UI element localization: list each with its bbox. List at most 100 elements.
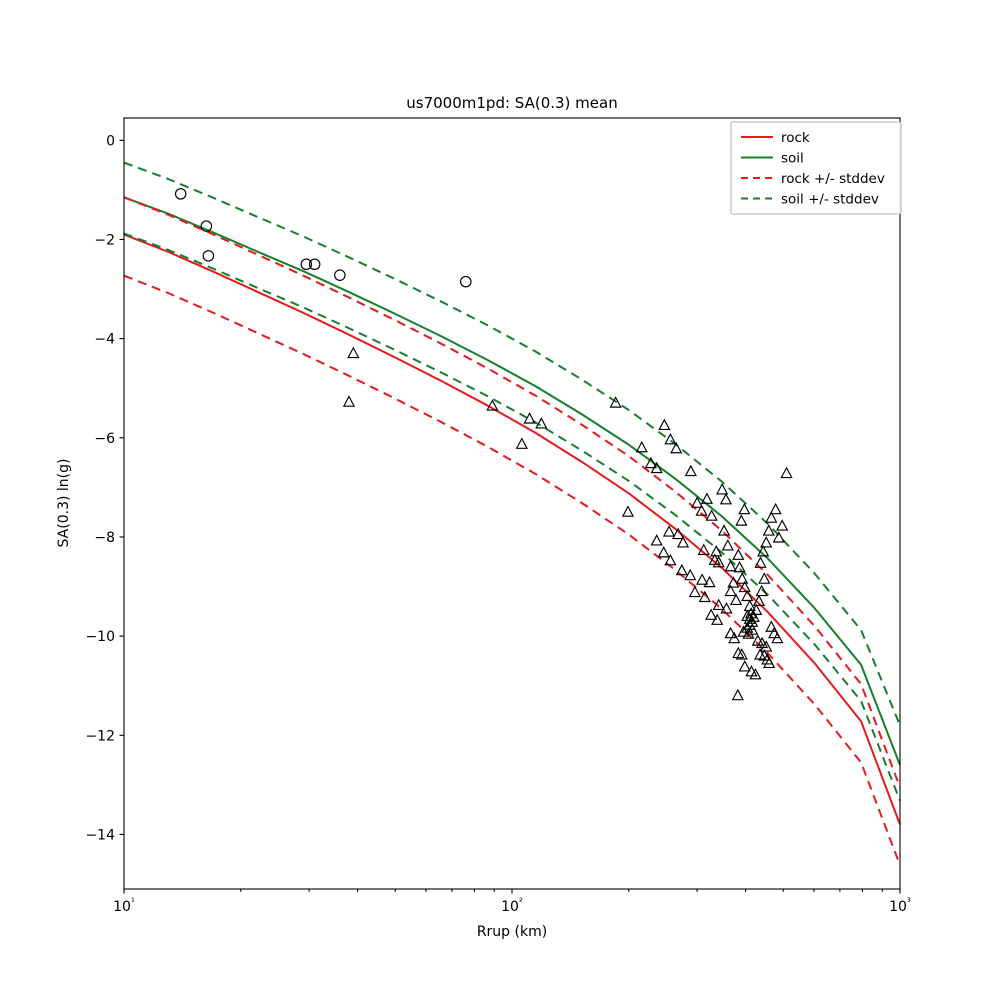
legend-label[interactable]: rock +/- stddev — [781, 171, 885, 187]
data-point-triangle — [621, 505, 635, 517]
data-point-triangle — [768, 626, 781, 639]
data-point-triangle — [737, 625, 750, 637]
data-point-triangle — [347, 346, 360, 359]
data-point-triangle — [741, 621, 754, 633]
data-point-triangle — [760, 640, 773, 652]
y-tick-label: −8 — [94, 530, 115, 546]
data-point-triangle — [716, 483, 729, 495]
data-point-triangle — [671, 527, 685, 540]
data-point-circle — [334, 269, 346, 281]
data-point-triangle — [711, 613, 724, 625]
data-point-triangle — [769, 502, 782, 515]
data-point-triangle — [684, 464, 697, 477]
x-axis-label: Rrup (km) — [477, 924, 547, 940]
data-point-triangle — [635, 440, 648, 453]
data-point-triangle — [735, 514, 748, 526]
scatter-circle-series — [174, 188, 472, 288]
data-point-triangle — [738, 660, 751, 672]
y-tick-label: −14 — [85, 827, 115, 843]
data-point-triangle — [712, 598, 725, 610]
y-tick-label: −6 — [94, 431, 115, 447]
data-point-triangle — [760, 536, 773, 548]
data-point-triangle — [664, 553, 677, 566]
data-point-triangle — [662, 525, 676, 537]
data-point-circle — [300, 258, 313, 271]
data-point-triangle — [515, 437, 528, 449]
data-point-triangle — [765, 511, 778, 523]
data-point-triangle — [700, 492, 714, 504]
data-point-circle — [202, 250, 215, 262]
legend-label[interactable]: soil +/- stddev — [781, 192, 879, 208]
data-point-triangle — [710, 545, 723, 557]
data-point-triangle — [705, 608, 718, 620]
data-point-triangle — [741, 589, 754, 602]
data-point-triangle — [729, 593, 743, 606]
curve-soil — [123, 196, 901, 766]
y-tick-label: −4 — [94, 332, 115, 348]
legend-background — [730, 121, 902, 215]
data-point-triangle — [741, 609, 754, 621]
curve-rock-stddev — [123, 196, 901, 788]
data-point-triangle — [342, 395, 356, 407]
data-point-triangle — [732, 646, 745, 659]
data-point-triangle — [742, 627, 755, 639]
data-point-triangle — [721, 539, 734, 551]
data-point-triangle — [712, 555, 725, 568]
x-tick-label: 10³ — [889, 897, 911, 915]
data-point-triangle — [658, 418, 671, 431]
data-point-circle — [174, 188, 187, 200]
data-point-triangle — [758, 572, 771, 584]
data-point-triangle — [743, 612, 756, 624]
legend-label[interactable]: rock — [781, 130, 810, 146]
data-point-triangle — [717, 524, 731, 536]
data-point-triangle — [676, 536, 690, 548]
data-point-triangle — [755, 636, 769, 649]
data-point-triangle — [780, 466, 793, 479]
data-point-triangle — [752, 594, 766, 607]
y-axis-label: SA(0.3) ln(g) — [56, 459, 72, 548]
plot-background — [124, 118, 900, 889]
data-point-triangle — [644, 456, 657, 469]
data-point-triangle — [523, 412, 536, 424]
data-point-triangle — [486, 399, 499, 411]
data-point-triangle — [535, 417, 548, 429]
chart-legend[interactable]: rock soil rock +/- stddev soil +/- stddev — [730, 121, 902, 215]
data-point-triangle — [762, 524, 775, 536]
data-point-circle — [200, 220, 213, 232]
data-point-circle — [308, 258, 321, 271]
curve-series-group — [123, 161, 901, 866]
curve-rock-stddev — [123, 274, 901, 866]
data-point-triangle — [757, 545, 770, 557]
data-point-triangle — [724, 559, 737, 572]
axis-ticks-group: 10¹ 10² 10³ 0 −2 −4 −6 −8 −10 −12 −14 — [85, 133, 910, 915]
data-point-triangle — [735, 648, 748, 660]
data-point-triangle — [664, 432, 677, 445]
data-point-triangle — [697, 543, 710, 555]
data-point-triangle — [720, 602, 733, 614]
scatter-points-group — [174, 188, 793, 701]
data-point-triangle — [650, 534, 663, 546]
data-point-triangle — [609, 396, 622, 408]
data-point-triangle — [747, 610, 760, 622]
data-point-triangle — [698, 590, 711, 603]
data-point-triangle — [724, 626, 737, 639]
data-point-triangle — [727, 576, 740, 588]
legend-label[interactable]: soil — [781, 151, 804, 167]
data-point-triangle — [738, 580, 751, 593]
data-point-triangle — [719, 492, 733, 505]
y-tick-label: −2 — [94, 232, 115, 248]
y-tick-label: 0 — [106, 133, 115, 149]
data-point-triangle — [703, 575, 716, 588]
chart-title: us7000m1pd: SA(0.3) mean — [406, 94, 617, 112]
data-point-triangle — [738, 502, 751, 515]
data-point-triangle — [763, 656, 776, 669]
data-point-triangle — [746, 623, 759, 635]
data-point-triangle — [733, 560, 746, 573]
data-point-triangle — [754, 556, 767, 568]
x-tick-label: 10² — [501, 897, 523, 915]
curve-rock — [123, 233, 901, 825]
data-point-triangle — [670, 441, 683, 454]
curve-soil-stddev — [123, 161, 901, 726]
